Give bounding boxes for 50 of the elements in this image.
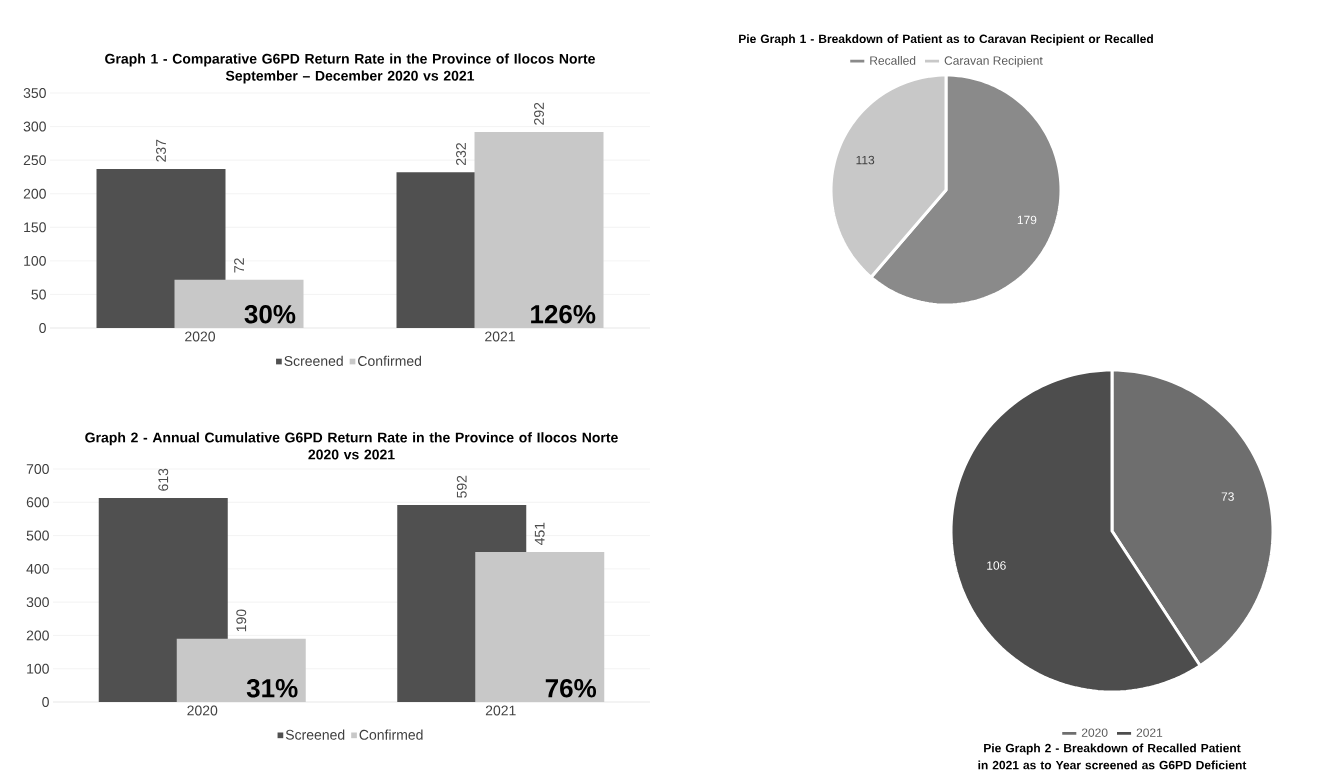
y-tick-label: 0 xyxy=(42,697,49,707)
y-tick-label: 250 xyxy=(23,155,46,166)
annotation: 30% xyxy=(244,305,296,324)
data-label: 237 xyxy=(156,139,166,162)
legend-label: Screened xyxy=(285,729,345,740)
legend-label: Caravan Recipient xyxy=(944,56,1043,68)
y-tick-label: 150 xyxy=(24,222,46,233)
data-label: 232 xyxy=(456,143,466,165)
legend-label: Recalled xyxy=(870,56,916,65)
y-tick-label: 500 xyxy=(26,530,49,541)
data-label: 72 xyxy=(234,258,244,273)
legend-label: Confirmed xyxy=(359,729,423,740)
chart-subtitle: September – December 2020 vs 2021 xyxy=(225,70,475,84)
data-label: 179 xyxy=(1017,215,1037,225)
y-tick-label: 100 xyxy=(27,663,49,674)
y-tick-label: 400 xyxy=(26,563,49,574)
bar xyxy=(174,279,304,328)
chart-title: Graph 2 - Annual Cumulative G6PD Return Rate in the Province of Ilocos Norte xyxy=(85,432,618,446)
text: Pie Graph 2 - Breakdown of Recalled Patient in 2021 as to Year screened as G6PD Deficient xyxy=(978,743,1247,770)
annotation: 126% xyxy=(531,305,596,324)
y-tick-label: 600 xyxy=(26,497,49,508)
data-label: 190 xyxy=(236,609,247,632)
bar xyxy=(475,551,605,703)
bar xyxy=(474,131,604,328)
y-tick-label: 300 xyxy=(26,597,49,608)
data-label: 73 xyxy=(1221,492,1234,501)
annotation: 76% xyxy=(545,679,597,698)
chart-title: Graph 1 - Comparative G6PD Return Rate in the Province of Ilocos Norte xyxy=(105,53,595,67)
annotation: 31% xyxy=(246,679,298,698)
y-tick-label: 200 xyxy=(26,630,49,641)
data-label: 451 xyxy=(534,522,545,546)
legend-label: Screened xyxy=(284,355,343,366)
data-label: 113 xyxy=(856,155,875,165)
legend-label: Confirmed xyxy=(358,355,422,366)
y-tick-label: 0 xyxy=(39,323,46,333)
y-tick-label: 350 xyxy=(23,88,46,98)
y-tick-label: 200 xyxy=(23,188,46,199)
data-label: 613 xyxy=(158,468,169,491)
y-tick-label: 100 xyxy=(24,255,46,266)
data-label: 292 xyxy=(534,102,544,125)
y-tick-label: 50 xyxy=(31,289,46,300)
data-label: 106 xyxy=(987,561,1006,570)
chart-subtitle: 2020 vs 2021 xyxy=(308,449,395,460)
bar xyxy=(176,638,306,703)
y-tick-label: 700 xyxy=(26,464,49,474)
legend-label: 2021 xyxy=(1136,728,1163,737)
y-tick-label: 300 xyxy=(23,121,46,132)
data-label: 592 xyxy=(456,475,467,498)
chart-title: Pie Graph 1 - Breakdown of Patient as to Caravan Recipient or Recalled xyxy=(739,34,1153,46)
legend-label: 2020 xyxy=(1081,728,1108,737)
